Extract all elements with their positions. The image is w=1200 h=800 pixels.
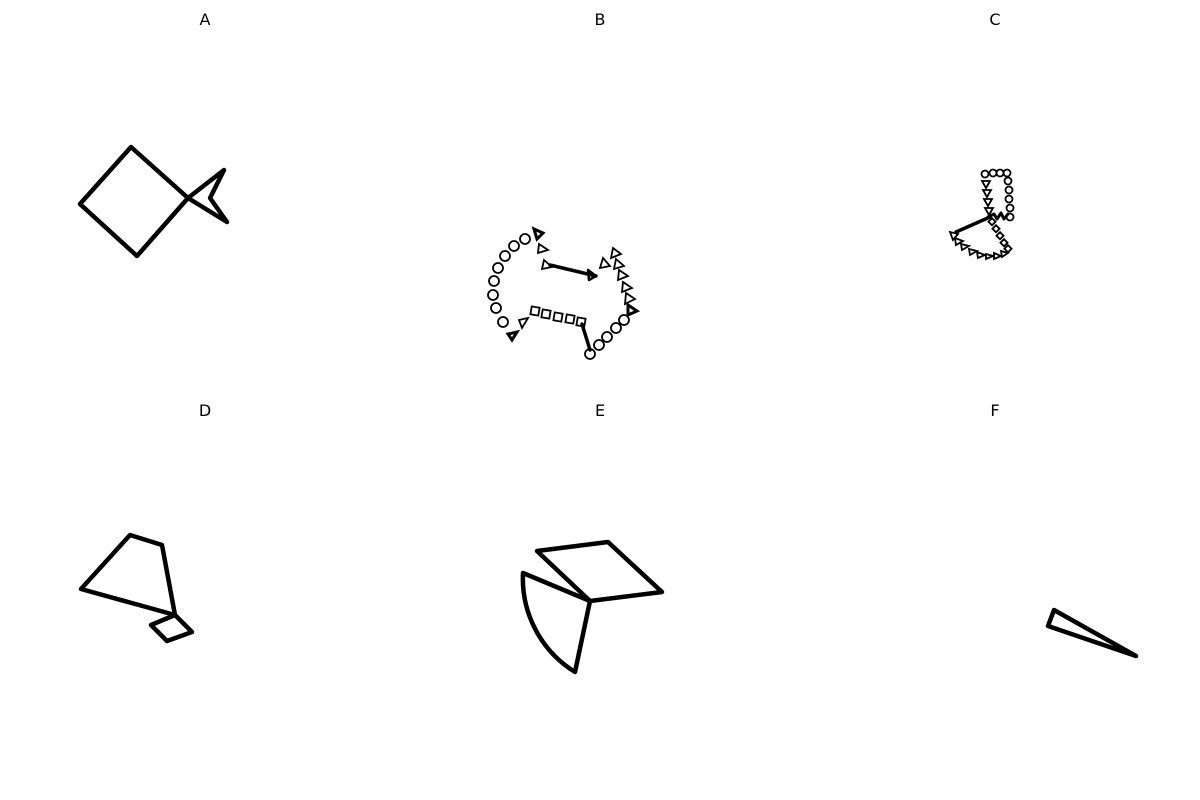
panel-b: B [400, 0, 800, 400]
shape-c [948, 168, 1015, 261]
panel-label-e: E [594, 401, 606, 420]
thin-triangle-shape [1045, 607, 1139, 659]
c-square-markers [987, 216, 1013, 254]
b-circle-markers-left [487, 233, 531, 328]
panel-c: C [795, 0, 1195, 400]
shape-a [77, 144, 230, 259]
panel-label-f: F [990, 401, 1000, 420]
panel-d: D [5, 391, 405, 791]
panel-label-c: C [989, 10, 1001, 29]
small-quad-shape [148, 612, 195, 644]
panel-label-b: B [594, 10, 606, 29]
square-shape [77, 144, 191, 259]
c-circle-markers-top [980, 168, 1015, 222]
parallelogram-shape [534, 539, 665, 604]
panel-label-d: D [198, 401, 212, 420]
kite-shape [78, 532, 178, 618]
panel-f: F [795, 391, 1195, 791]
c-triangle-markers-left [980, 180, 995, 217]
c-triangle-markers-bottom [948, 230, 1011, 261]
b-triangle-markers-right [598, 246, 641, 318]
arrowhead-shape [185, 167, 230, 225]
shape-f [1045, 607, 1139, 659]
shape-d [78, 532, 195, 644]
panel-label-a: A [199, 10, 211, 29]
b-square-markers [529, 305, 587, 328]
panel-e: E [400, 391, 800, 791]
shape-b [487, 226, 641, 360]
panel-a: A [5, 0, 405, 400]
shape-e [520, 539, 665, 675]
b-circle-markers-bottom [584, 314, 630, 360]
sector-shape [520, 570, 593, 675]
